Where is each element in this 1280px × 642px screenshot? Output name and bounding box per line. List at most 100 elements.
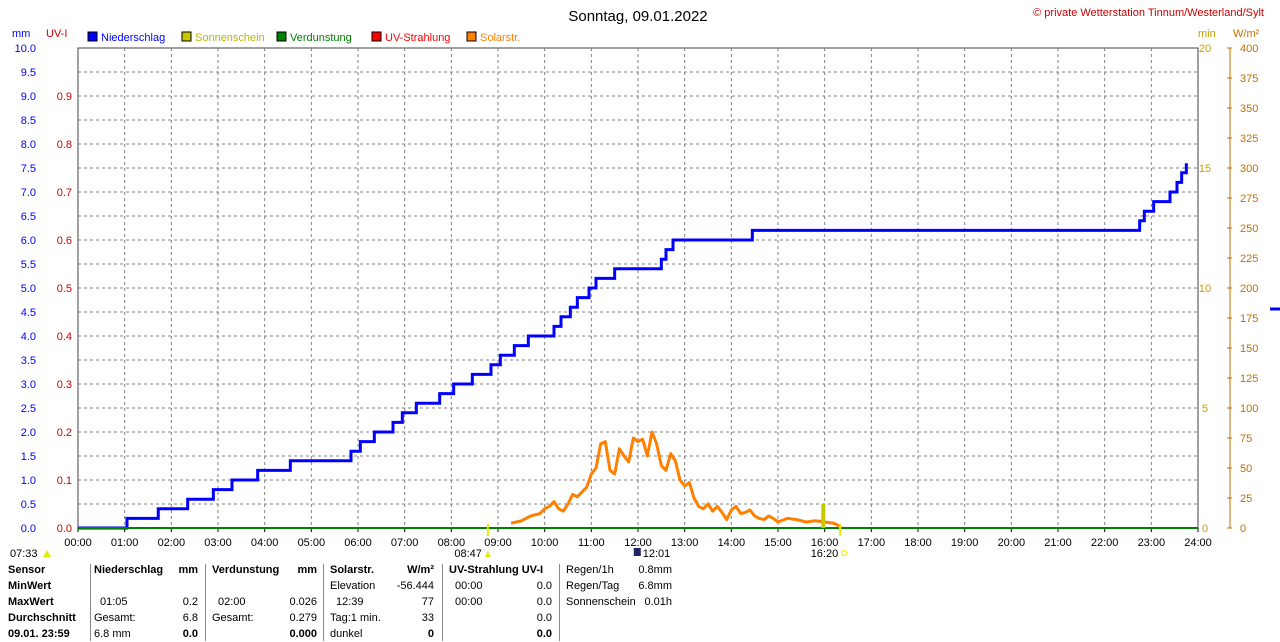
stats-col-solar: Solarstr. W/m² Elevation -56.444 12:39 77 T… bbox=[330, 562, 434, 641]
uv-min-time: 00:00 bbox=[455, 580, 483, 592]
mm-tick-label: 6.0 bbox=[21, 235, 36, 247]
min-axis-unit: min bbox=[1198, 28, 1216, 40]
uv-min-value: 0.0 bbox=[536, 580, 552, 592]
wm2-tick-label: 375 bbox=[1240, 73, 1258, 85]
sunrise-icon bbox=[43, 550, 51, 557]
sonnenschein-label: Sonnenschein bbox=[566, 596, 636, 608]
uv-tick-label: 0.3 bbox=[57, 379, 72, 391]
legend-label: Solarstr. bbox=[480, 32, 520, 44]
mm-tick-label: 1.5 bbox=[21, 451, 36, 463]
wm2-tick-label: 350 bbox=[1240, 103, 1258, 115]
uv-tick-label: 0.6 bbox=[57, 235, 72, 247]
solar-max-value: 77 bbox=[421, 596, 434, 608]
stats-divider bbox=[323, 564, 324, 641]
uv-tick-label: 0.8 bbox=[57, 139, 72, 151]
solar-elevation-value: -56.444 bbox=[396, 580, 434, 592]
x-tick-label: 14:00 bbox=[718, 537, 746, 549]
wm2-tick-label: 275 bbox=[1240, 193, 1258, 205]
wm2-tick-label: 250 bbox=[1240, 223, 1258, 235]
niederschlag-current-value: 0.0 bbox=[182, 628, 198, 640]
stats-col-summary: Regen/1h 0.8mm Regen/Tag 6.8mm Sonnenschei… bbox=[566, 562, 672, 641]
mm-tick-label: 7.0 bbox=[21, 187, 36, 199]
mm-tick-label: 3.0 bbox=[21, 379, 36, 391]
sunrise-time: 07:33 bbox=[10, 548, 38, 560]
x-tick-label: 05:00 bbox=[298, 537, 326, 549]
uv-axis-unit: UV-I bbox=[46, 28, 67, 40]
solar-sum-value: 33 bbox=[421, 612, 434, 624]
min-tick-label: 15 bbox=[1199, 163, 1211, 175]
uv-tick-label: 0.5 bbox=[57, 283, 72, 295]
regen-tag-value: 6.8mm bbox=[638, 580, 672, 592]
x-tick-label: 22:00 bbox=[1091, 537, 1119, 549]
niederschlag-sum-label: Gesamt: bbox=[94, 612, 136, 624]
mm-tick-label: 4.0 bbox=[21, 331, 36, 343]
uv-tick-label: 0.1 bbox=[57, 475, 72, 487]
mm-tick-label: 0.5 bbox=[21, 499, 36, 511]
x-tick-label: 11:00 bbox=[578, 537, 605, 549]
mm-tick-label: 5.5 bbox=[21, 259, 36, 271]
mm-tick-label: 6.5 bbox=[21, 211, 36, 223]
x-tick-label: 15:00 bbox=[764, 537, 792, 549]
stats-col-labels: Sensor MinWert MaxWert Durchschnitt 09.0… bbox=[8, 562, 88, 641]
uv-tick-label: 0.9 bbox=[57, 91, 72, 103]
stats-minwert-label: MinWert bbox=[8, 580, 52, 592]
regen-tag-label: Regen/Tag bbox=[566, 580, 620, 592]
x-tick-label: 13:00 bbox=[671, 537, 699, 549]
regen-1h-value: 0.8mm bbox=[638, 564, 672, 576]
x-tick-label: 24:00 bbox=[1184, 537, 1212, 549]
solar-elevation-label: Elevation bbox=[330, 580, 376, 592]
legend-swatch bbox=[371, 31, 382, 42]
solar-unit: W/m² bbox=[407, 564, 434, 576]
verdunstung-current-value: 0.000 bbox=[289, 628, 317, 640]
mm-tick-label: 7.5 bbox=[21, 163, 36, 175]
stats-divider bbox=[90, 564, 91, 641]
chart-title: Sonntag, 09.01.2022 bbox=[568, 8, 707, 25]
wm2-tick-label: 100 bbox=[1240, 403, 1258, 415]
solar-max-time: 12:39 bbox=[336, 596, 364, 608]
sonnenschein-value: 0.01h bbox=[644, 596, 672, 608]
x-tick-label: 01:00 bbox=[111, 537, 139, 549]
min-tick-label: 0 bbox=[1202, 523, 1208, 535]
x-tick-label: 08:00 bbox=[438, 537, 466, 549]
mm-tick-label: 3.5 bbox=[21, 355, 36, 367]
uv-tick-label: 0.2 bbox=[57, 427, 72, 439]
bar-sonnenschein bbox=[821, 504, 826, 528]
x-tick-label: 21:00 bbox=[1044, 537, 1072, 549]
niederschlag-unit: mm bbox=[178, 564, 198, 576]
wm2-tick-label: 125 bbox=[1240, 373, 1258, 385]
niederschlag-max-value: 0.2 bbox=[182, 596, 198, 608]
stats-sensor-label: Sensor bbox=[8, 564, 46, 576]
wm2-tick-label: 150 bbox=[1240, 343, 1258, 355]
stats-col-niederschlag: Niederschlag mm 01:05 0.2 Gesamt: 6.8 6.8 m… bbox=[94, 562, 198, 641]
x-tick-label: 20:00 bbox=[998, 537, 1026, 549]
mm-tick-label: 1.0 bbox=[21, 475, 36, 487]
uv-tick-label: 0.4 bbox=[57, 331, 72, 343]
wm2-tick-label: 75 bbox=[1240, 433, 1252, 445]
uv-max-value: 0.0 bbox=[536, 596, 552, 608]
wm2-tick-label: 225 bbox=[1240, 253, 1258, 265]
x-tick-label: 12:00 bbox=[624, 537, 652, 549]
uv-max-time: 00:00 bbox=[455, 596, 483, 608]
x-tick-label: 00:00 bbox=[64, 537, 92, 549]
x-tick-label: 16:00 bbox=[811, 537, 839, 549]
niederschlag-current-total: 6.8 mm bbox=[94, 628, 131, 640]
mm-tick-label: 8.5 bbox=[21, 115, 36, 127]
legend-swatch bbox=[87, 31, 98, 42]
solar-sum-label: Tag:1 min. bbox=[330, 612, 381, 624]
wm2-tick-label: 50 bbox=[1240, 463, 1252, 475]
x-tick-label: 06:00 bbox=[344, 537, 372, 549]
stats-maxwert-label: MaxWert bbox=[8, 596, 54, 608]
uv-tick-label: 0.7 bbox=[57, 187, 72, 199]
mm-tick-label: 2.0 bbox=[21, 427, 36, 439]
x-tick-label: 17:00 bbox=[858, 537, 886, 549]
stats-col-uv: UV-Strahlung UV-I 00:00 0.0 00:00 0.0 0.0 … bbox=[449, 562, 552, 641]
mm-tick-label: 9.5 bbox=[21, 67, 36, 79]
verdunstung-max-time: 02:00 bbox=[218, 596, 246, 608]
x-tick-label: 23:00 bbox=[1138, 537, 1166, 549]
sun-end-time: 16:20 bbox=[811, 548, 839, 560]
x-tick-label: 07:00 bbox=[391, 537, 419, 549]
legend-label: Sonnenschein bbox=[195, 32, 265, 44]
wm2-tick-label: 300 bbox=[1240, 163, 1258, 175]
x-tick-label: 02:00 bbox=[158, 537, 186, 549]
solar-noon-time: 12:01 bbox=[643, 548, 671, 560]
